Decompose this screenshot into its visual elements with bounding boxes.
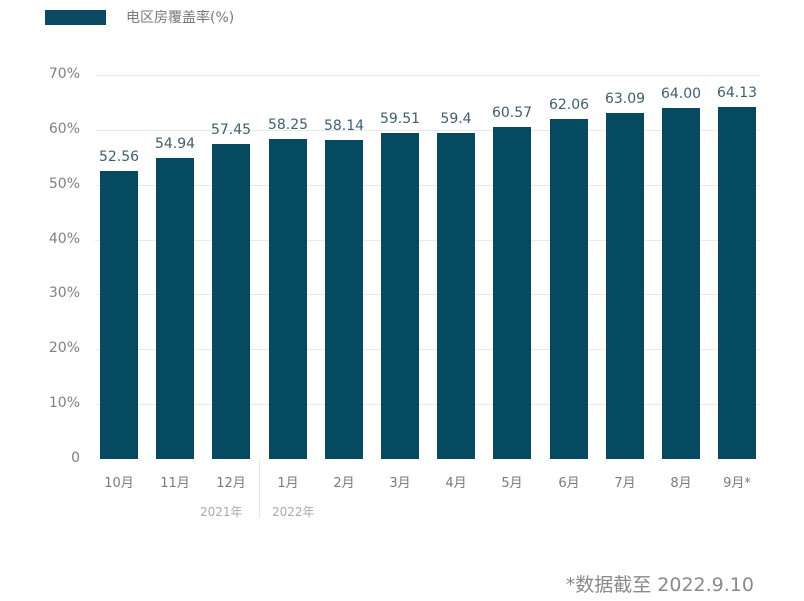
bar xyxy=(662,108,700,459)
y-axis-tick: 50% xyxy=(48,176,80,192)
year-label-2021: 2021年 xyxy=(200,505,243,519)
bar-value-label: 58.14 xyxy=(323,118,365,134)
bar xyxy=(606,113,644,459)
bar-value-label: 64.00 xyxy=(660,86,702,102)
bar xyxy=(550,119,588,459)
bar-value-label: 59.51 xyxy=(379,111,421,127)
bar xyxy=(381,133,419,459)
x-axis-tick: 6月 xyxy=(558,476,580,491)
gridline xyxy=(95,404,760,405)
gridline xyxy=(95,349,760,350)
bar-value-label: 58.25 xyxy=(267,117,309,133)
bar xyxy=(212,144,250,459)
x-axis-tick: 5月 xyxy=(501,476,523,491)
x-axis-tick: 4月 xyxy=(445,476,467,491)
x-axis-tick: 3月 xyxy=(389,476,411,491)
bar-value-label: 64.13 xyxy=(716,85,758,101)
x-axis-tick: 10月 xyxy=(104,476,134,491)
y-axis-tick: 60% xyxy=(48,121,80,137)
x-axis-tick: 2月 xyxy=(333,476,355,491)
gridline xyxy=(95,185,760,186)
y-axis-tick: 10% xyxy=(48,395,80,411)
bar-value-label: 62.06 xyxy=(548,97,590,113)
y-axis-tick: 0 xyxy=(71,450,80,466)
legend-label: 电区房覆盖率(%) xyxy=(126,10,235,26)
bar-value-label: 63.09 xyxy=(604,91,646,107)
bar-value-label: 52.56 xyxy=(98,149,140,165)
bar xyxy=(493,127,531,459)
year-divider xyxy=(259,460,260,518)
gridline xyxy=(95,75,760,76)
bar-value-label: 57.45 xyxy=(210,122,252,138)
legend-swatch xyxy=(45,9,106,25)
data-date-footnote: *数据截至 2022.9.10 xyxy=(565,574,754,596)
x-axis-tick: 12月 xyxy=(216,476,246,491)
bar xyxy=(437,133,475,459)
bar xyxy=(269,139,307,459)
y-axis-tick: 30% xyxy=(48,285,80,301)
bar xyxy=(156,158,194,459)
gridline xyxy=(95,130,760,131)
x-axis-tick: 7月 xyxy=(614,476,636,491)
bar xyxy=(718,107,756,459)
y-axis-tick: 20% xyxy=(48,340,80,356)
legend: 电区房覆盖率(%) xyxy=(45,7,234,27)
x-axis-tick: 9月* xyxy=(723,476,751,491)
bar xyxy=(325,140,363,459)
bar-value-label: 54.94 xyxy=(154,136,196,152)
year-label-2022: 2022年 xyxy=(272,505,315,519)
x-axis-tick: 8月 xyxy=(670,476,692,491)
y-axis-tick: 40% xyxy=(48,231,80,247)
bar xyxy=(100,171,138,459)
bar-value-label: 60.57 xyxy=(491,105,533,121)
y-axis-tick: 70% xyxy=(48,66,80,82)
x-axis-tick: 11月 xyxy=(160,476,190,491)
x-axis-tick: 1月 xyxy=(277,476,299,491)
gridline xyxy=(95,294,760,295)
gridline xyxy=(95,240,760,241)
bar-value-label: 59.4 xyxy=(440,111,472,127)
